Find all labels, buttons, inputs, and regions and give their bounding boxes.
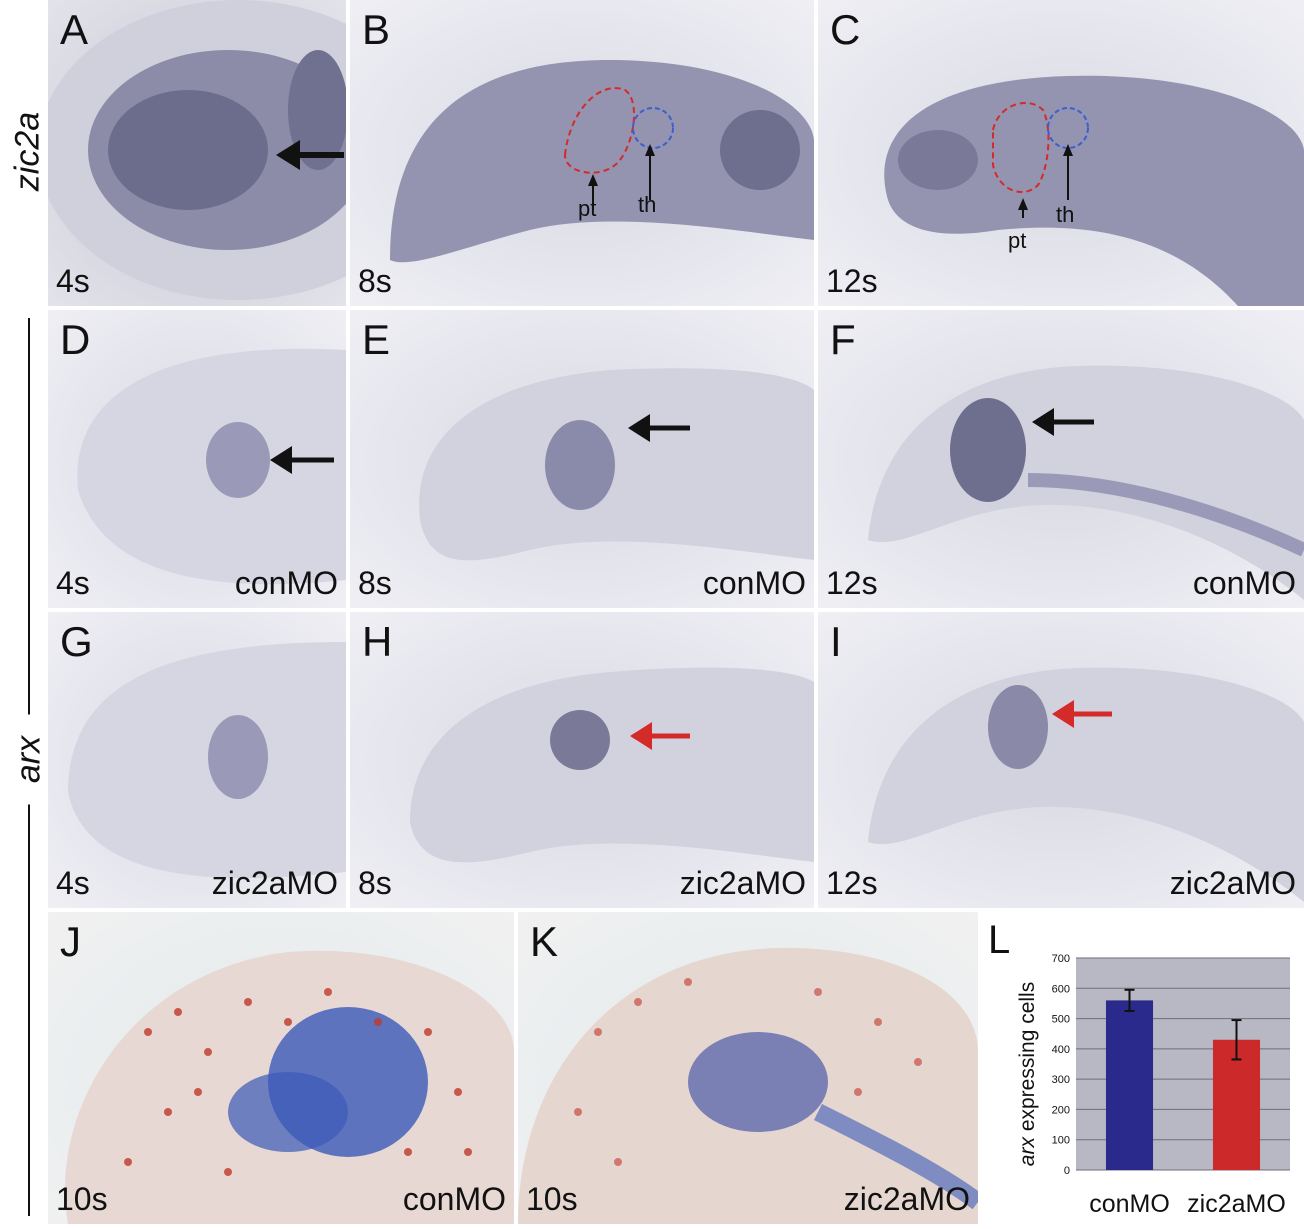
panel-letter: I [830, 618, 842, 665]
stage-label: 12s [826, 263, 878, 299]
stage-label: 10s [56, 1181, 108, 1217]
stage-label: 10s [526, 1181, 578, 1217]
panel-letter: L [988, 918, 1011, 962]
panel-h: H 8s zic2aMO [350, 612, 814, 908]
y-tick-label: 600 [1052, 983, 1070, 995]
panel-c-tissue [884, 75, 1304, 306]
treatment-label: conMO [402, 1181, 506, 1217]
pt-label: pt [1008, 228, 1027, 253]
stage-label: 8s [358, 263, 392, 299]
y-axis-label: arx expressing cells [1016, 982, 1039, 1166]
panel-letter: H [362, 618, 393, 665]
panel-k-tissue [518, 947, 978, 1224]
panel-d: D 4s conMO [48, 310, 346, 608]
panel-letter: E [362, 316, 391, 363]
panel-h-tissue [410, 667, 814, 863]
panel-g-tissue [68, 642, 346, 879]
stage-label: 4s [56, 565, 90, 601]
bar-zic2aMO [1212, 1039, 1261, 1170]
stage-label: 12s [826, 565, 878, 601]
y-tick-label: 400 [1052, 1044, 1070, 1056]
panel-k: K 10s zic2aMO [518, 912, 978, 1224]
treatment-label: zic2aMO [843, 1181, 970, 1217]
treatment-label: conMO [1192, 565, 1296, 601]
arrow-black-icon [276, 140, 344, 170]
treatment-label: zic2aMO [211, 865, 338, 901]
x-category-label: zic2aMO [1187, 1190, 1286, 1218]
panel-f: F 12s conMO [818, 310, 1304, 608]
panel-letter: K [530, 918, 559, 965]
panel-a: A 4s [48, 0, 346, 306]
panel-b-tissue [390, 60, 814, 263]
y-tick-label: 200 [1052, 1104, 1070, 1116]
panel-letter: J [60, 918, 81, 965]
arx-gene-label: arx [9, 714, 49, 805]
y-tick-label: 500 [1052, 1014, 1070, 1026]
panel-i: I 12s zic2aMO [818, 612, 1304, 908]
th-label: th [638, 192, 657, 217]
stage-label: 8s [358, 565, 392, 601]
treatment-label: conMO [234, 565, 338, 601]
panel-b: pt th B 8s [350, 0, 814, 306]
arrow-red-icon [1052, 700, 1112, 728]
panel-a-tissue [48, 0, 346, 300]
y-tick-label: 700 [1052, 953, 1070, 965]
stage-label: 4s [56, 263, 90, 299]
arrow-black-icon [1018, 198, 1028, 218]
treatment-label: conMO [702, 565, 806, 601]
arrow-black-icon [588, 174, 598, 210]
panel-letter: D [60, 316, 91, 363]
panel-letter: G [60, 618, 93, 665]
zic2a-gene-label: zic2a [8, 111, 47, 192]
treatment-label: zic2aMO [679, 865, 806, 901]
bar-chart: 0 100 200 300 400 500 600 700 conMO zic2aMO arx ex… [1016, 953, 1290, 1218]
y-tick-label: 0 [1064, 1165, 1070, 1177]
th-label: th [1056, 202, 1075, 227]
stage-label: 12s [826, 865, 878, 901]
panel-letter: A [60, 6, 89, 53]
panel-letter: F [830, 316, 856, 363]
panel-e-tissue [419, 368, 814, 561]
panel-c: pt th C 12s [818, 0, 1304, 306]
panel-f-tissue [868, 365, 1304, 600]
panel-letter: B [362, 6, 391, 53]
arrow-black-icon [1063, 144, 1073, 200]
arrow-black-icon [1032, 408, 1094, 436]
y-tick-label: 300 [1052, 1074, 1070, 1086]
arrow-black-icon [628, 414, 690, 442]
panel-l-chart: L 0 100 200 300 400 500 600 700 conMO zic2aMO arx … [982, 912, 1304, 1224]
panel-d-tissue [77, 348, 346, 585]
panel-g: G 4s zic2aMO [48, 612, 346, 908]
pt-label: pt [578, 196, 597, 221]
arrow-black-icon [270, 446, 334, 474]
treatment-label: zic2aMO [1169, 865, 1296, 901]
panel-letter: C [830, 6, 861, 53]
panel-e: E 8s conMO [350, 310, 814, 608]
panel-j: J 10s conMO [48, 912, 514, 1224]
panel-j-tissue [64, 950, 514, 1224]
panel-i-tissue [868, 667, 1304, 902]
y-tick-label: 100 [1052, 1135, 1070, 1147]
stage-label: 8s [358, 865, 392, 901]
arrow-red-icon [630, 722, 690, 750]
x-category-label: conMO [1089, 1190, 1170, 1218]
stage-label: 4s [56, 865, 90, 901]
bar-conMO [1105, 1000, 1154, 1170]
arrow-black-icon [645, 144, 655, 200]
